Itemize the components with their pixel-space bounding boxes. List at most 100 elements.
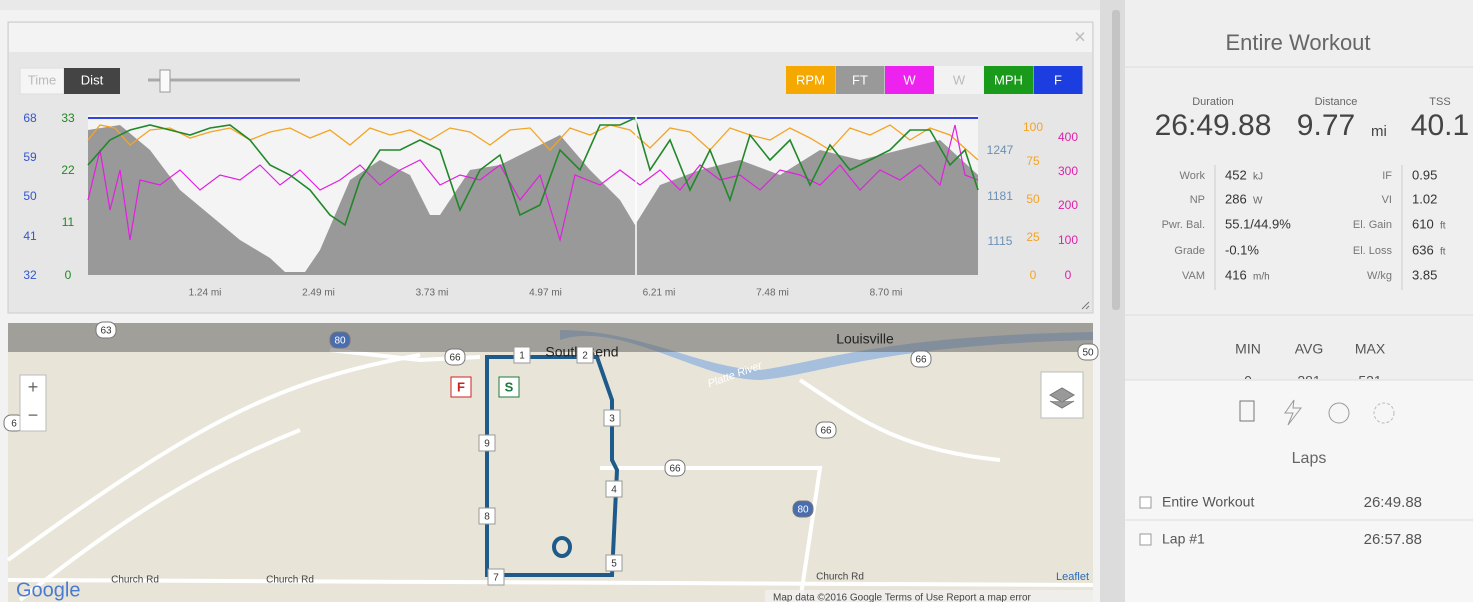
stat-value: 610 <box>1412 216 1434 231</box>
chart-header <box>9 23 1092 52</box>
stat-value: 3.85 <box>1412 267 1437 282</box>
stat-value: 416 <box>1225 267 1247 282</box>
axis-label: 33 <box>61 111 75 125</box>
stat-unit: ft <box>1440 221 1446 232</box>
zoom-in[interactable]: + <box>28 377 39 397</box>
axis-label: 75 <box>1026 154 1040 168</box>
summary-label: Duration <box>1192 96 1234 108</box>
summary-label: Distance <box>1315 96 1358 108</box>
axis-label: 300 <box>1058 164 1078 178</box>
mode-label: Time <box>28 72 56 87</box>
page: × Time Dist RPMFTWWMPHF 6859504132332211… <box>0 0 1473 602</box>
stat-label: W/kg <box>1367 270 1392 282</box>
finish-label: F <box>457 379 465 394</box>
stat-label: Grade <box>1174 245 1205 257</box>
table-header: MAX <box>1355 341 1386 357</box>
stat-label: El. Gain <box>1353 219 1392 231</box>
channel-label: W <box>903 72 916 87</box>
x-axis-label: 2.49 mi <box>302 288 335 299</box>
laps-section <box>1125 380 1473 602</box>
axis-label: 11 <box>62 215 75 229</box>
map-footer-text: Map data ©2016 Google Terms of Use Repor… <box>773 593 1032 602</box>
summary: Entire Workout Duration 26:49.88 Distance9… <box>1125 0 1473 602</box>
panel-title: Entire Workout <box>1225 30 1370 55</box>
axis-label: 0 <box>65 268 72 282</box>
axis-label: 25 <box>1026 230 1040 244</box>
axis-label: 100 <box>1058 233 1078 247</box>
zoom-out[interactable]: − <box>28 405 39 425</box>
axis-label: 0 <box>1065 268 1072 282</box>
place-label: Louisville <box>836 331 894 347</box>
stat-unit: m/h <box>1253 272 1270 283</box>
attribution[interactable]: Leaflet <box>1056 571 1089 583</box>
stat-label: IF <box>1382 170 1392 182</box>
shield-label: 63 <box>100 326 112 337</box>
lap-time: 26:57.88 <box>1364 531 1422 548</box>
place-label: Church Rd <box>111 575 159 586</box>
route-marker-label: 3 <box>609 414 615 425</box>
stat-label: Work <box>1180 170 1206 182</box>
lap-checkbox[interactable] <box>1140 497 1151 508</box>
summary-value: 9.77 <box>1297 109 1355 142</box>
summary-value: 40.1 <box>1411 109 1469 142</box>
lap-time: 26:49.88 <box>1364 494 1422 511</box>
channel-label: W <box>953 72 966 87</box>
axis-label: 59 <box>23 150 37 164</box>
channel-label: F <box>1054 72 1062 87</box>
mode-label: Dist <box>81 72 104 87</box>
axis-label: 1247 <box>987 143 1014 157</box>
shield-label: 80 <box>797 505 809 516</box>
stat-value: 0.95 <box>1412 167 1437 182</box>
start-label: S <box>505 379 514 394</box>
shield-label: 66 <box>915 355 927 366</box>
stat-label: VAM <box>1182 270 1205 282</box>
route-marker-label: 4 <box>611 485 617 496</box>
workout-view: × Time Dist RPMFTWWMPHF 6859504132332211… <box>0 0 1125 602</box>
google-logo: Google <box>16 579 81 601</box>
axis-label: 1115 <box>988 234 1013 248</box>
stat-value: 452 <box>1225 167 1247 182</box>
shield-label: 80 <box>334 336 346 347</box>
channel-label: MPH <box>994 72 1023 87</box>
x-axis-label: 3.73 mi <box>416 288 449 299</box>
lap-name: Lap #1 <box>1162 531 1205 547</box>
summary-label: TSS <box>1429 96 1450 108</box>
axis-label: 200 <box>1058 198 1078 212</box>
stat-value: -0.1% <box>1225 242 1259 257</box>
shield-label: 66 <box>669 464 681 475</box>
stat-value: 636 <box>1412 242 1434 257</box>
close-button[interactable]: × <box>1074 26 1086 48</box>
stat-label: NP <box>1190 194 1205 206</box>
channel-label: RPM <box>796 72 825 87</box>
laps-title: Laps <box>1292 450 1327 467</box>
scroll-thumb[interactable] <box>1112 10 1120 310</box>
axis-label: 22 <box>61 163 75 177</box>
stat-label: VI <box>1382 194 1392 206</box>
axis-label: 68 <box>23 111 37 125</box>
summary-unit: mi <box>1371 123 1387 140</box>
stat-unit: kJ <box>1253 172 1263 183</box>
table-header: AVG <box>1295 341 1324 357</box>
shield-label: 66 <box>820 426 832 437</box>
axis-label: 50 <box>23 189 37 203</box>
route-marker-label: 9 <box>484 439 490 450</box>
x-axis-label: 6.21 mi <box>643 288 676 299</box>
axis-label: 400 <box>1058 130 1078 144</box>
axis-label: 41 <box>23 229 37 243</box>
route-marker-label: 7 <box>493 573 499 584</box>
route-marker-label: 2 <box>582 351 588 362</box>
axis-label: 0 <box>1030 268 1037 282</box>
x-axis-label: 8.70 mi <box>870 288 903 299</box>
slider-handle[interactable] <box>160 70 170 92</box>
axis-label: 1181 <box>987 189 1013 203</box>
map[interactable] <box>8 323 1093 602</box>
lap-checkbox[interactable] <box>1140 534 1151 545</box>
axis-label: 100 <box>1023 120 1043 134</box>
shield-label: 6 <box>11 419 17 430</box>
stat-label: Pwr. Bal. <box>1162 219 1205 231</box>
axis-label: 32 <box>23 268 37 282</box>
place-label: Church Rd <box>266 575 314 586</box>
stat-value: 1.02 <box>1412 191 1437 206</box>
channel-label: FT <box>852 72 868 87</box>
